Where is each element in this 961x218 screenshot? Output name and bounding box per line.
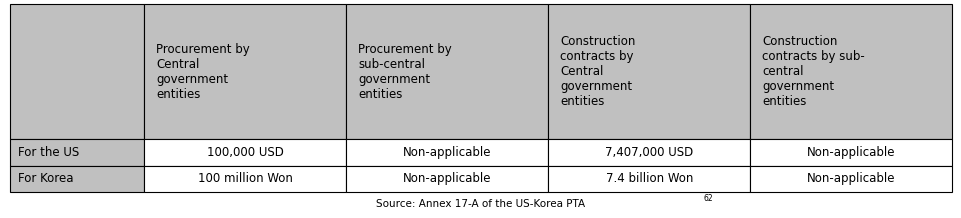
Text: Procurement by
Central
government
entities: Procurement by Central government entiti… (157, 43, 250, 101)
Text: Non-applicable: Non-applicable (806, 146, 895, 159)
FancyBboxPatch shape (750, 4, 951, 139)
FancyBboxPatch shape (750, 139, 951, 166)
FancyBboxPatch shape (144, 139, 346, 166)
Text: Non-applicable: Non-applicable (403, 172, 491, 185)
Text: 7,407,000 USD: 7,407,000 USD (604, 146, 693, 159)
FancyBboxPatch shape (750, 166, 951, 192)
Text: For Korea: For Korea (17, 172, 73, 185)
Text: Non-applicable: Non-applicable (403, 146, 491, 159)
Text: Source: Annex 17-A of the US-Korea PTA: Source: Annex 17-A of the US-Korea PTA (376, 199, 585, 209)
Text: For the US: For the US (17, 146, 79, 159)
Text: Procurement by
sub-central
government
entities: Procurement by sub-central government en… (358, 43, 452, 101)
Text: 62: 62 (702, 194, 712, 203)
FancyBboxPatch shape (346, 166, 548, 192)
FancyBboxPatch shape (548, 4, 750, 139)
Text: 7.4 billion Won: 7.4 billion Won (605, 172, 692, 185)
FancyBboxPatch shape (548, 166, 750, 192)
FancyBboxPatch shape (10, 4, 144, 139)
Text: Construction
contracts by
Central
government
entities: Construction contracts by Central govern… (560, 35, 635, 108)
FancyBboxPatch shape (548, 139, 750, 166)
FancyBboxPatch shape (10, 139, 144, 166)
FancyBboxPatch shape (346, 4, 548, 139)
Text: 100,000 USD: 100,000 USD (207, 146, 283, 159)
FancyBboxPatch shape (10, 166, 144, 192)
FancyBboxPatch shape (144, 166, 346, 192)
FancyBboxPatch shape (346, 139, 548, 166)
Text: 100 million Won: 100 million Won (198, 172, 292, 185)
Text: Construction
contracts by sub-
central
government
entities: Construction contracts by sub- central g… (762, 35, 864, 108)
Text: Non-applicable: Non-applicable (806, 172, 895, 185)
FancyBboxPatch shape (144, 4, 346, 139)
